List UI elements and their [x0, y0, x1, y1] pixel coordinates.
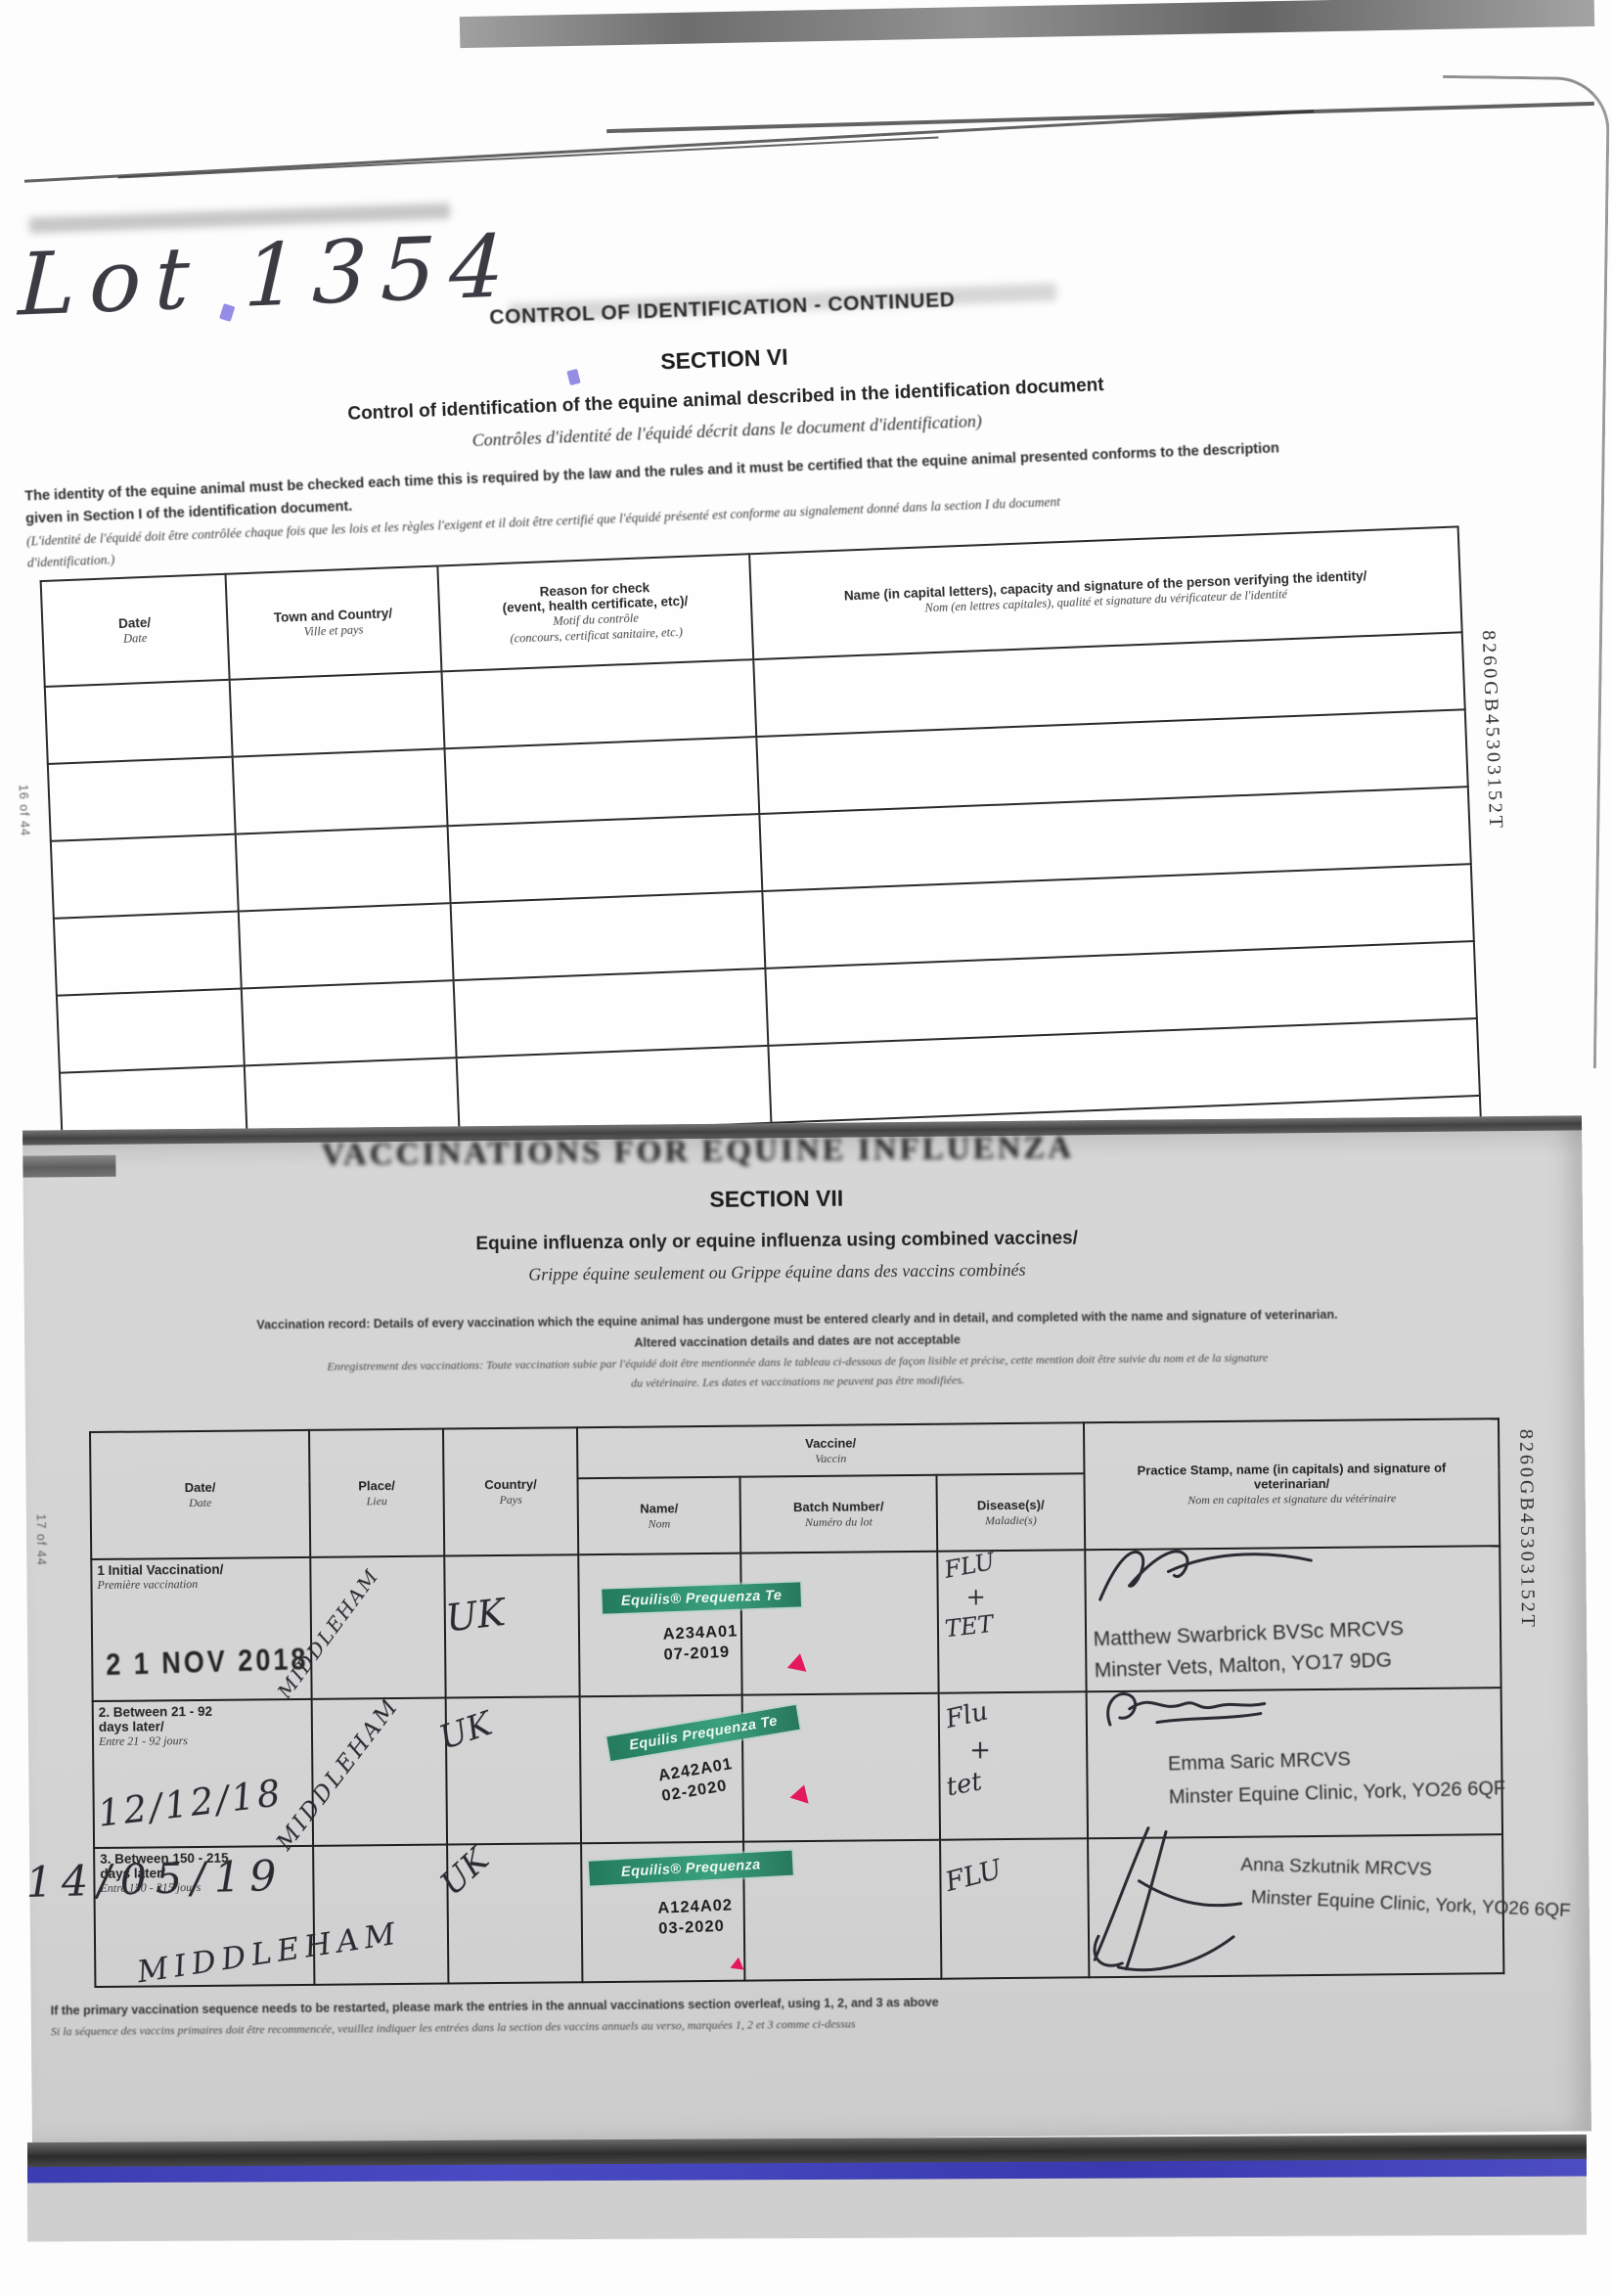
- row1-disease-handwriting: FLU + TET: [942, 1548, 997, 1643]
- col-country-label-fr: Pays: [499, 1492, 522, 1507]
- empty-cell: [229, 671, 445, 757]
- col-stamp-label2: veterinarian/: [1253, 1475, 1330, 1492]
- row3-batch-line2: 03-2020: [657, 1916, 726, 1938]
- document-code-vertical: 8260GB45303152T: [1515, 1428, 1540, 1631]
- row1-date-stamp: 2 1 NOV 2018: [105, 1642, 309, 1683]
- section-vii-title: SECTION VII: [709, 1185, 844, 1212]
- red-triangle-icon: [786, 1651, 810, 1672]
- row3-vet-line1: Anna Szkutnik MRCVS: [1240, 1854, 1433, 1880]
- table-header-row: Date/ Date Place/ Lieu Country/ Pays Vac…: [90, 1418, 1500, 1560]
- row3-signature: [1093, 1826, 1243, 1972]
- col-town-label: Town and Country/: [273, 605, 393, 625]
- col-date: Date/ Date: [90, 1429, 311, 1560]
- row1-batch-line2: 07-2019: [663, 1643, 731, 1664]
- row2-disease-2: +: [969, 1735, 992, 1766]
- empty-cell: [235, 826, 451, 912]
- col-batch: Batch Number/ Numéro du lot: [739, 1474, 938, 1553]
- page-number-vertical: 17 of 44: [33, 1513, 49, 1566]
- row2-signature: [1106, 1692, 1267, 1727]
- row1-signature: [1098, 1550, 1313, 1601]
- col-stamp-label: Practice Stamp, name (in capitals) and s…: [1137, 1460, 1447, 1478]
- red-triangle-icon: [730, 1956, 745, 1970]
- col-vaccine-name-label-fr: Nom: [648, 1515, 671, 1531]
- col-vaccine-label: Vaccine/: [805, 1435, 857, 1451]
- row3-disease-cell: [940, 1838, 1090, 1979]
- col-town: Town and Country/ Ville et pays: [224, 565, 442, 680]
- intro-text-fr: d'identification.): [26, 552, 115, 570]
- section-vi-title: SECTION VI: [659, 343, 789, 375]
- col-reason-label-fr: Motif du contrôle: [553, 610, 640, 628]
- row3-vet-name: Anna Szkutnik MRCVS Minster Equine Clini…: [1240, 1854, 1571, 1921]
- ghost-bleedthrough-title: VACCINATIONS FOR EQUINE INFLUENZA: [321, 1130, 1075, 1173]
- page-number-vertical: 16 of 44: [16, 784, 32, 837]
- empty-cell: [450, 890, 766, 981]
- empty-cell: [56, 988, 245, 1073]
- empty-cell: [47, 756, 236, 841]
- col-date-label: Date/: [184, 1479, 216, 1495]
- row2-vet-name: Emma Saric MRCVS Minster Equine Clinic, …: [1168, 1744, 1506, 1809]
- scan-bottom-band-gray: [26, 2176, 1588, 2242]
- col-disease: Disease(s)/ Maladie(s): [936, 1473, 1086, 1552]
- empty-cell: [447, 814, 763, 904]
- col-vaccine: Vaccine/ Vaccin: [576, 1422, 1085, 1479]
- col-place-label-fr: Lieu: [366, 1493, 387, 1508]
- empty-cell: [453, 968, 769, 1058]
- empty-cell: [444, 737, 760, 827]
- document-code-vertical: 8260GB45303152T: [1477, 629, 1507, 832]
- col-vaccine-name-label: Name/: [640, 1500, 679, 1516]
- row1-vet-name: Matthew Swarbrick BVSc MRCVS Minster Vet…: [1093, 1617, 1405, 1683]
- empty-cell: [241, 980, 457, 1066]
- row3-date-handwriting: 14/05/19: [24, 1851, 287, 1908]
- col-place-label: Place/: [358, 1477, 395, 1493]
- empty-cell: [232, 748, 448, 834]
- col-stamp: Practice Stamp, name (in capitals) and s…: [1083, 1418, 1500, 1551]
- col-date: Date/ Date: [40, 573, 230, 687]
- col-reason-label-fr2: (concours, certificat sanitaire, etc.): [510, 624, 684, 646]
- col-country-label: Country/: [484, 1476, 537, 1492]
- col-vaccine-name: Name/ Nom: [577, 1476, 741, 1555]
- col-disease-label-fr: Maladie(s): [985, 1512, 1037, 1527]
- section-vii-subtitle-fr: Grippe équine seulement ou Grippe équine…: [528, 1259, 1026, 1284]
- col-batch-label: Batch Number/: [792, 1498, 884, 1514]
- col-disease-label: Disease(s)/: [976, 1497, 1045, 1512]
- empty-cell: [50, 833, 239, 919]
- col-vaccine-label-fr: Vaccin: [815, 1451, 847, 1465]
- row1-disease-3: TET: [943, 1609, 995, 1643]
- row2-disease-3: tet: [944, 1767, 985, 1803]
- row1-batch-cell: [740, 1551, 939, 1695]
- empty-cell: [238, 903, 454, 989]
- col-date-label-fr: Date: [188, 1495, 212, 1509]
- footer-note-fr: Si la séquence des vaccins primaires doi…: [50, 2016, 856, 2039]
- col-date-label: Date/: [117, 614, 152, 631]
- row1-disease-2: +: [965, 1583, 986, 1611]
- row2-disease-handwriting: Flu + tet: [943, 1696, 992, 1802]
- col-batch-label-fr: Numéro du lot: [804, 1513, 873, 1529]
- row1-batch-number: A234A01 07-2019: [662, 1621, 739, 1665]
- col-place: Place/ Lieu: [309, 1428, 445, 1557]
- intro-text-fr: (L'identité de l'équidé doit être contrô…: [25, 493, 1061, 549]
- empty-cell: [456, 1045, 772, 1136]
- row1-label: 1 Initial Vaccination/: [97, 1561, 224, 1578]
- empty-cell: [53, 911, 242, 996]
- empty-cell: [441, 659, 757, 749]
- col-stamp-label-fr: Nom en capitales et signature du vétérin…: [1187, 1491, 1397, 1508]
- row1-disease-1: FLU: [942, 1547, 998, 1584]
- empty-cell: [44, 679, 233, 764]
- col-date-label-fr: Date: [122, 630, 148, 646]
- col-reason: Reason for check (event, health certific…: [437, 554, 754, 672]
- row1-label-fr: Première vaccination: [97, 1576, 199, 1592]
- scan-artifact-band: [22, 1154, 116, 1178]
- row2-disease-1: Flu: [943, 1696, 991, 1735]
- row3-batch-number: A124A02 03-2020: [657, 1895, 735, 1939]
- row2-label2: days later/: [98, 1719, 164, 1734]
- row2-label-fr: Entre 21 - 92 jours: [98, 1733, 189, 1748]
- col-town-label-fr: Ville et pays: [303, 621, 364, 639]
- page-section-vii: VACCINATIONS FOR EQUINE INFLUENZA SECTIO…: [22, 1115, 1591, 2146]
- col-country: Country/ Pays: [443, 1427, 579, 1556]
- row1-country-handwriting: UK: [443, 1590, 508, 1641]
- section-vii-subtitle-en: Equine influenza only or equine influenz…: [475, 1228, 1079, 1255]
- row3-place-cell: [313, 1844, 449, 1985]
